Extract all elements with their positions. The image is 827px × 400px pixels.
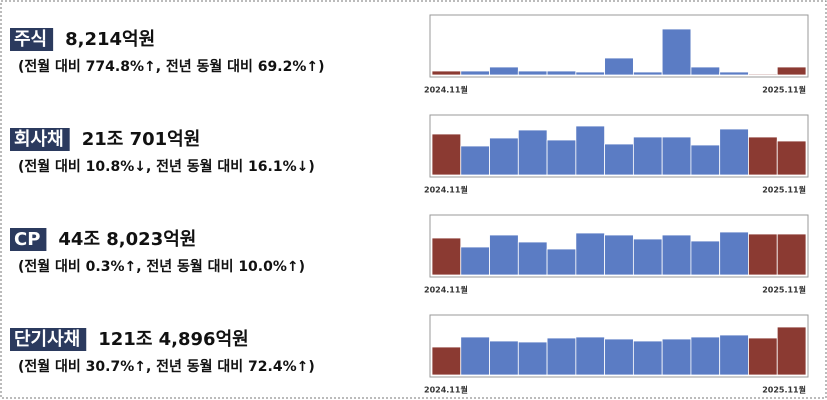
bar: [431, 133, 462, 176]
chart-frame: [429, 114, 809, 178]
bar: [546, 139, 577, 176]
bar: [632, 136, 663, 176]
bar: [719, 334, 749, 376]
bar: [690, 144, 721, 176]
bar: [489, 340, 519, 376]
label-box: [10, 328, 87, 351]
bar: [575, 125, 606, 176]
bar: [546, 248, 577, 276]
amount: 21조 701억원: [82, 129, 201, 150]
bar: [748, 337, 778, 376]
x-tick-label: 2025.11월: [762, 285, 806, 295]
bar: [776, 233, 807, 276]
bar: [604, 57, 634, 76]
bar: [748, 73, 778, 76]
bar: [748, 233, 778, 276]
bar: [460, 336, 490, 376]
bar: [546, 337, 577, 376]
bar: [460, 145, 490, 176]
bar: [517, 241, 548, 276]
label-box: [10, 228, 47, 251]
bar: [460, 70, 490, 76]
x-tick-label: 2024.11월: [424, 385, 468, 395]
bar: [776, 140, 807, 176]
bar: [575, 232, 606, 276]
x-tick-label: 2025.11월: [762, 385, 806, 395]
bar: [776, 326, 807, 376]
bar: [661, 234, 692, 276]
chart-frame: [429, 14, 809, 78]
bar: [776, 66, 807, 76]
x-tick-label: 2025.11월: [762, 85, 806, 95]
change: (전월 대비 774.8%↑, 전년 동월 대비 69.2%↑): [18, 58, 325, 75]
bar: [661, 338, 692, 376]
change: (전월 대비 0.3%↑, 전년 동월 대비 10.0%↑): [18, 258, 305, 275]
label: 주식: [14, 29, 47, 50]
bar: [489, 66, 519, 76]
bar: [604, 143, 634, 176]
bar: [431, 70, 462, 76]
bar: [719, 231, 749, 276]
bar: [690, 336, 721, 376]
bar: [661, 28, 692, 76]
bar: [575, 336, 606, 376]
bar: [431, 237, 462, 276]
label: 단기사채: [14, 329, 80, 350]
bar: [604, 338, 634, 376]
amount: 8,214억원: [65, 29, 155, 50]
bar: [632, 238, 663, 276]
chart-frame: [429, 214, 809, 278]
amount: 44조 8,023억원: [58, 229, 196, 250]
change: (전월 대비 30.7%↑, 전년 동월 대비 72.4%↑): [18, 358, 315, 375]
label-box: [10, 128, 70, 151]
label-box: [10, 28, 54, 51]
bar: [719, 128, 749, 176]
chart-frame: [429, 314, 809, 378]
bar: [690, 66, 721, 76]
bar: [719, 71, 749, 76]
x-tick-label: 2024.11월: [424, 285, 468, 295]
x-tick-label: 2024.11월: [424, 85, 468, 95]
bar: [748, 136, 778, 176]
bar: [546, 70, 577, 76]
label: CP: [14, 229, 40, 250]
bar: [460, 246, 490, 276]
change: (전월 대비 10.8%↓, 전년 동월 대비 16.1%↓): [18, 158, 315, 175]
bar: [632, 71, 663, 76]
bar: [517, 129, 548, 176]
bar: [690, 240, 721, 276]
bar: [517, 341, 548, 376]
bar: [661, 136, 692, 176]
bar: [489, 234, 519, 276]
bar: [604, 234, 634, 276]
label: 회사채: [14, 129, 64, 150]
bar: [431, 346, 462, 376]
bar: [575, 71, 606, 76]
bar: [632, 340, 663, 376]
bar: [489, 137, 519, 176]
amount: 121조 4,896억원: [98, 329, 248, 350]
bar: [517, 70, 548, 76]
x-tick-label: 2025.11월: [762, 185, 806, 195]
x-tick-label: 2024.11월: [424, 185, 468, 195]
